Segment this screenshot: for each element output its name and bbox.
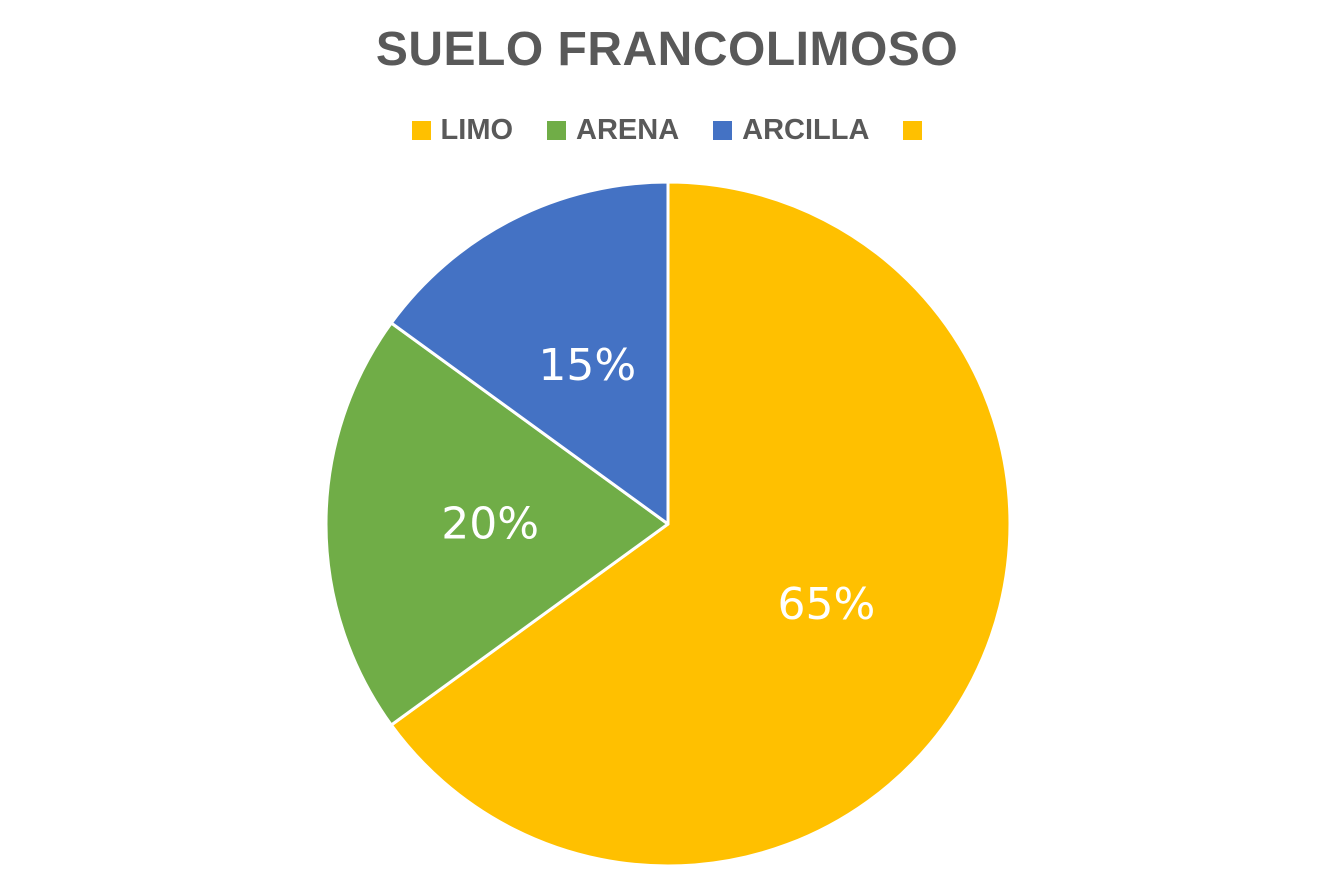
legend-swatch-arcilla xyxy=(713,120,733,140)
slice-label-limo: 65% xyxy=(778,579,876,630)
legend-swatch-limo xyxy=(411,120,431,140)
legend-swatch-unlabeled xyxy=(903,120,923,140)
pie-slice-limo xyxy=(389,180,1012,868)
chart-legend: LIMO ARENA ARCILLA xyxy=(0,110,1334,150)
chart-title: SUELO FRANCOLIMOSO xyxy=(375,23,959,76)
legend-item-unlabeled xyxy=(903,110,923,150)
slice-label-arena: 20% xyxy=(441,499,539,550)
legend-item-arcilla: ARCILLA xyxy=(713,110,869,150)
legend-label-arcilla: ARCILLA xyxy=(742,113,870,146)
pie-slices xyxy=(324,180,1012,868)
legend-label-limo: LIMO xyxy=(440,113,514,146)
slice-label-arcilla: 15% xyxy=(538,340,636,391)
pie-slice-labels: 65% 20% 15% xyxy=(441,340,875,630)
legend-item-arena: ARENA xyxy=(547,110,679,150)
pie-slice-arcilla xyxy=(389,180,670,526)
legend-label-arena: ARENA xyxy=(576,113,680,146)
legend-swatch-arena xyxy=(547,120,567,140)
pie-slice-arena xyxy=(324,321,670,727)
legend-item-limo: LIMO xyxy=(411,110,514,150)
